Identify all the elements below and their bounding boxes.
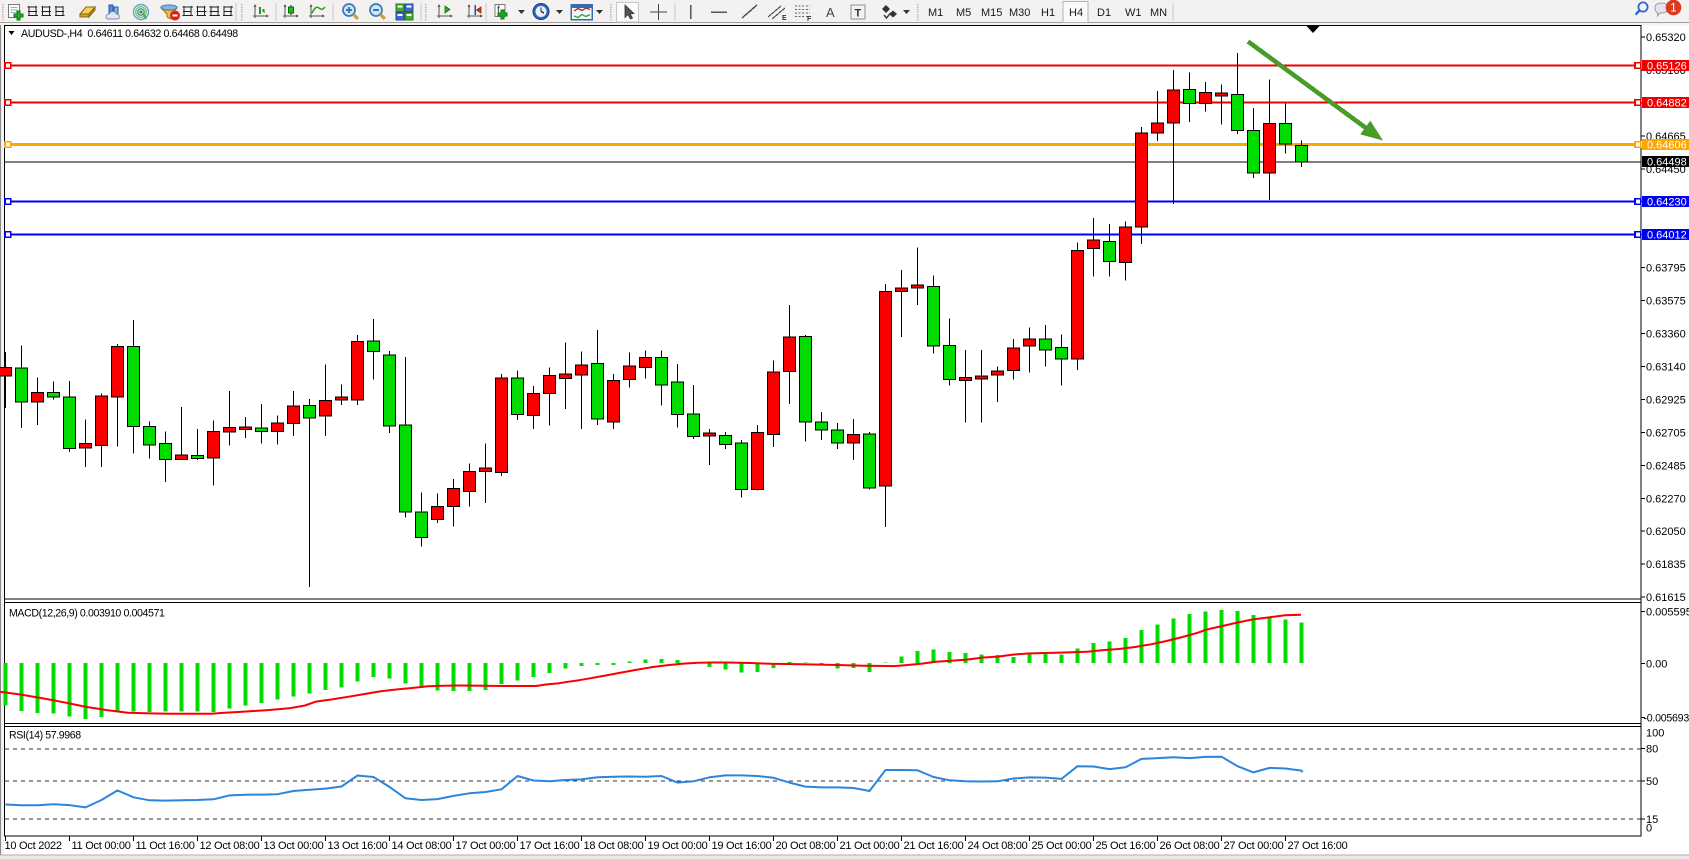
svg-text:12 Oct 08:00: 12 Oct 08:00	[200, 840, 260, 852]
svg-text:21 Oct 16:00: 21 Oct 16:00	[904, 840, 964, 852]
svg-text:14 Oct 08:00: 14 Oct 08:00	[392, 840, 452, 852]
svg-text:E: E	[782, 15, 787, 22]
svg-text:27 Oct 00:00: 27 Oct 00:00	[1224, 840, 1284, 852]
svg-text:0.63140: 0.63140	[1646, 362, 1686, 374]
svg-text:0.005595: 0.005595	[1646, 607, 1689, 619]
svg-text:MN: MN	[1150, 7, 1167, 19]
svg-text:27 Oct 16:00: 27 Oct 16:00	[1288, 840, 1348, 852]
svg-text:AUDUSD-,H4 0.64611 0.64632 0.: AUDUSD-,H4 0.64611 0.64632 0.64468 0.644…	[21, 28, 238, 40]
svg-text:H1: H1	[1041, 7, 1055, 19]
svg-text:0.65126: 0.65126	[1647, 61, 1687, 73]
svg-text:A: A	[826, 5, 835, 20]
svg-text:RSI(14) 57.9968: RSI(14) 57.9968	[9, 730, 81, 742]
svg-text:10 Oct 2022: 10 Oct 2022	[5, 840, 62, 852]
svg-text:15: 15	[1646, 814, 1658, 826]
svg-text:M30: M30	[1009, 7, 1030, 19]
svg-text:0.61615: 0.61615	[1646, 592, 1686, 604]
svg-text:0.62485: 0.62485	[1646, 460, 1686, 472]
svg-text:13 Oct 00:00: 13 Oct 00:00	[264, 840, 324, 852]
svg-text:0.62705: 0.62705	[1646, 427, 1686, 439]
svg-text:50: 50	[1646, 776, 1658, 788]
svg-text:18 Oct 08:00: 18 Oct 08:00	[584, 840, 644, 852]
svg-text:0: 0	[1646, 823, 1652, 835]
svg-text:0.64498: 0.64498	[1647, 157, 1687, 169]
svg-text:0.62270: 0.62270	[1646, 493, 1686, 505]
svg-text:-0.005693: -0.005693	[1644, 713, 1689, 725]
svg-text:100: 100	[1646, 728, 1664, 740]
svg-text:D1: D1	[1097, 7, 1111, 19]
svg-text:0.62050: 0.62050	[1646, 526, 1686, 538]
svg-text:17 Oct 00:00: 17 Oct 00:00	[456, 840, 516, 852]
svg-text:0.63795: 0.63795	[1646, 263, 1686, 275]
svg-text:0.64230: 0.64230	[1647, 197, 1687, 209]
svg-text:21 Oct 00:00: 21 Oct 00:00	[840, 840, 900, 852]
svg-text:19 Oct 16:00: 19 Oct 16:00	[712, 840, 772, 852]
svg-text:11 Oct 16:00: 11 Oct 16:00	[136, 840, 195, 852]
svg-text:0.64606: 0.64606	[1647, 140, 1687, 152]
svg-text:T: T	[855, 8, 862, 20]
svg-text:19 Oct 00:00: 19 Oct 00:00	[648, 840, 708, 852]
svg-text:13 Oct 16:00: 13 Oct 16:00	[328, 840, 388, 852]
svg-text:0.64012: 0.64012	[1647, 230, 1687, 242]
svg-text:0.63575: 0.63575	[1646, 296, 1686, 308]
svg-text:25 Oct 16:00: 25 Oct 16:00	[1096, 840, 1156, 852]
svg-text:M15: M15	[981, 7, 1002, 19]
svg-text:0.64882: 0.64882	[1647, 98, 1687, 110]
svg-text:26 Oct 08:00: 26 Oct 08:00	[1160, 840, 1220, 852]
svg-text:M1: M1	[928, 7, 943, 19]
svg-text:80: 80	[1646, 744, 1658, 756]
svg-text:H4: H4	[1069, 7, 1083, 19]
svg-text:F: F	[807, 16, 812, 23]
svg-text:0.61835: 0.61835	[1646, 559, 1686, 571]
svg-text:0.62925: 0.62925	[1646, 394, 1686, 406]
svg-text:MACD(12,26,9) 0.003910 0.00457: MACD(12,26,9) 0.003910 0.004571	[9, 608, 165, 620]
svg-text:24 Oct 08:00: 24 Oct 08:00	[968, 840, 1028, 852]
svg-text:1: 1	[1670, 3, 1676, 15]
svg-text:11 Oct 00:00: 11 Oct 00:00	[72, 840, 131, 852]
svg-text:20 Oct 08:00: 20 Oct 08:00	[776, 840, 836, 852]
svg-text:W1: W1	[1125, 7, 1142, 19]
svg-text:25 Oct 00:00: 25 Oct 00:00	[1032, 840, 1092, 852]
svg-text:0.00: 0.00	[1646, 659, 1667, 671]
svg-text:0.65320: 0.65320	[1646, 32, 1686, 44]
svg-text:f: f	[497, 5, 500, 16]
svg-text:M5: M5	[956, 7, 971, 19]
svg-text:17 Oct 16:00: 17 Oct 16:00	[520, 840, 580, 852]
svg-text:0.63360: 0.63360	[1646, 329, 1686, 341]
